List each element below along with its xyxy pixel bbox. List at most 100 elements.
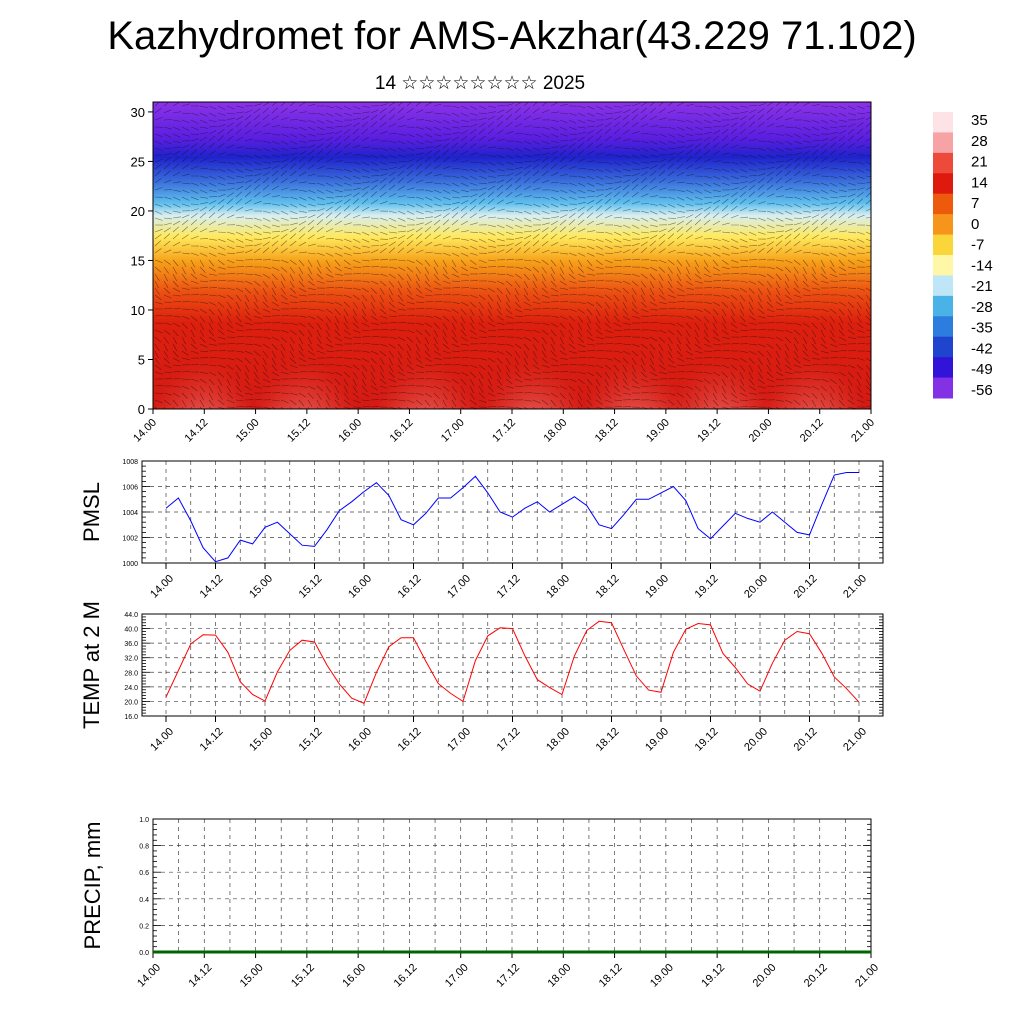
x-tick-label: 18.12: [594, 726, 622, 754]
x-tick-label: 16.00: [346, 726, 374, 754]
colorbar-swatch: [933, 255, 953, 276]
x-tick-label: 17.00: [445, 726, 473, 754]
x-tick-label: 21.00: [853, 962, 881, 990]
x-tick-label: 17.12: [495, 573, 523, 601]
colorbar-swatch: [933, 152, 953, 174]
x-tick-label: 20.12: [798, 417, 826, 445]
y-tick-label: 25: [131, 154, 145, 169]
x-tick-label: 18.00: [544, 573, 572, 601]
x-tick-label: 20.12: [792, 573, 820, 601]
precip-panel: 0.0 0.2 0.4 0.6 0.8 1.0 14.00 14.12 15.00 15.12 16…: [80, 817, 881, 990]
y-tick-label: 0.0: [139, 950, 149, 957]
x-tick-label: 21.00: [841, 726, 869, 754]
x-tick-label: 18.00: [544, 726, 572, 754]
colorbar-label: -35: [971, 320, 993, 337]
x-tick-label: 14.12: [198, 573, 226, 601]
y-tick-label: 10: [131, 303, 145, 318]
wind-barbs: [154, 102, 871, 409]
colorbar-swatch: [933, 336, 953, 358]
x-tick-label: 15.12: [289, 962, 317, 990]
x-tick-label: 21.00: [841, 573, 869, 601]
y-tick-label: 20: [131, 204, 145, 219]
x-tick-label: 19.12: [699, 962, 727, 990]
x-tick-label: 16.00: [340, 962, 368, 990]
chart-subtitle: 14 ☆☆☆☆☆☆☆☆ 2025: [374, 73, 586, 94]
y-tick-label: 0.8: [139, 844, 149, 851]
warm-cell: [672, 309, 769, 409]
colorbar-swatch: [933, 193, 953, 215]
y-tick-label: 0.2: [139, 923, 149, 930]
x-tick-label: 20.00: [751, 962, 779, 990]
y-tick-label: 5: [138, 352, 145, 367]
x-tick-label: 17.12: [495, 726, 523, 754]
x-tick-label: 15.00: [247, 573, 275, 601]
x-tick-label: 17.12: [494, 962, 522, 990]
x-tick-label: 19.00: [648, 962, 676, 990]
cross-section-panel: 0 5 10 15 20 25 30 14.00 14.12 15.00 15.12 16.00 16.…: [131, 101, 877, 445]
temp2m-panel: 16.0 20.0 24.0 28.0 32.0 36.0 40.0 44.0 14.00 14.…: [79, 601, 884, 754]
colorbar-swatch: [933, 234, 953, 256]
x-tick-label: 20.12: [802, 962, 830, 990]
x-tick-label: 16.12: [396, 573, 424, 601]
pmsl-panel: 1000 1002 1004 1006 1008 14.00 14.12 15.00 15.12…: [79, 459, 884, 601]
x-tick-label: 19.00: [643, 573, 671, 601]
x-tick-label: 19.00: [644, 417, 672, 445]
x-tick-label: 18.00: [545, 962, 573, 990]
colorbar-swatch: [933, 112, 953, 133]
grid: [142, 461, 883, 563]
x-tick-label: 18.12: [597, 962, 625, 990]
colorbar-label: 28: [971, 133, 988, 150]
x-tick-label: 14.00: [131, 417, 159, 445]
y-tick-label: 24.0: [124, 685, 138, 692]
x-tick-label: 17.12: [490, 417, 518, 445]
colorbar-label: -14: [971, 257, 993, 274]
x-tick-label: 15.00: [234, 417, 262, 445]
y-tick-label: 0.6: [139, 870, 149, 877]
y-tick-label: 0: [138, 402, 145, 417]
colorbar-label: -28: [971, 299, 993, 316]
x-tick-label: 14.12: [182, 417, 210, 445]
x-tick-label: 16.00: [336, 417, 364, 445]
x-tick-label: 14.12: [198, 726, 226, 754]
x-tick-label: 18.00: [541, 417, 569, 445]
x-tick-label: 20.12: [792, 726, 820, 754]
x-tick-label: 20.00: [742, 726, 770, 754]
x-tick-label: 14.00: [148, 573, 176, 601]
colorbar-label: 7: [971, 195, 979, 212]
colorbar-swatch: [933, 316, 953, 338]
x-tick-label: 16.12: [388, 417, 416, 445]
colorbar-swatch: [933, 275, 953, 297]
grid: [142, 614, 883, 716]
y-tick-label: 15: [131, 253, 145, 268]
y-tick-label: 1000: [122, 561, 138, 568]
x-tick-label: 16.00: [346, 573, 374, 601]
chart-title: Kazhydromet for AMS-Akzhar(43.229 71.102…: [107, 14, 917, 58]
y-tick-label: 40.0: [124, 627, 138, 634]
y-tick-label: 1.0: [139, 817, 149, 824]
x-tick-label: 19.12: [695, 417, 723, 445]
warm-cell: [377, 309, 474, 409]
y-tick-label: 1002: [122, 536, 138, 543]
colorbar-label: 14: [971, 174, 988, 191]
colorbar-label: -49: [971, 361, 993, 378]
colorbar-swatch: [933, 357, 953, 379]
y-tick-label: 28.0: [124, 670, 138, 677]
y-tick-label: 1006: [122, 485, 138, 492]
x-tick-label: 20.00: [747, 417, 775, 445]
x-tick-label: 14.00: [148, 726, 176, 754]
warm-cell: [255, 309, 352, 409]
x-tick-label: 20.00: [742, 573, 770, 601]
x-tick-label: 15.12: [297, 726, 325, 754]
y-tick-label: 1008: [122, 459, 138, 466]
x-tick-label: 15.12: [297, 573, 325, 601]
warm-cell: [155, 309, 252, 409]
warm-cell: [765, 309, 862, 409]
y-tick-label: 44.0: [124, 612, 138, 619]
colorbar-label: -42: [971, 340, 993, 357]
y-axis-label: PMSL: [79, 482, 104, 542]
colorbar-label: -7: [971, 237, 984, 254]
x-tick-label: 19.12: [693, 573, 721, 601]
colorbar-swatch: [933, 295, 953, 317]
x-tick-label: 17.00: [443, 962, 471, 990]
